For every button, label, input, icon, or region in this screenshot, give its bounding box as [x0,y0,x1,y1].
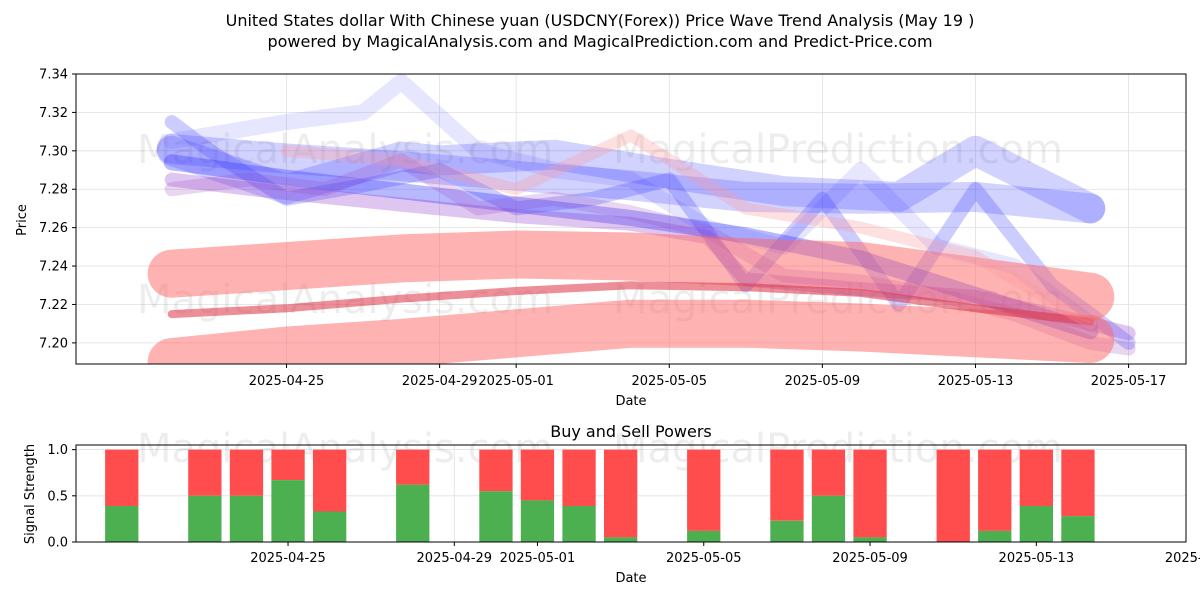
price-y-tick-label: 7.20 [39,336,68,351]
price-y-tick-label: 7.34 [39,68,68,83]
price-y-tick-label: 7.30 [39,144,68,159]
price-x-axis-label: Date [615,394,646,409]
buy-bar [604,537,638,542]
sell-bar [604,449,638,538]
sell-bar [1019,449,1053,506]
sell-bar [687,449,721,531]
chart-title-line2: powered by MagicalAnalysis.com and Magic… [267,32,932,51]
buy-bar [978,530,1012,542]
buy-bar [687,530,721,542]
buy-bar [271,480,305,542]
signal-x-tick-label: 2025-05-05 [666,551,742,566]
sell-bar [188,449,222,496]
series-red-trend [167,281,1095,326]
sell-bar [936,449,970,542]
buy-bar [313,511,347,542]
sell-bar [313,449,347,512]
sell-bar [271,449,305,481]
chart-title-line1: United States dollar With Chinese yuan (… [226,11,975,30]
sell-bar [105,449,139,506]
sell-bar [811,449,846,496]
buy-bar [853,537,887,542]
signal-x-tick-label: 2025-05-01 [500,551,576,566]
buy-bar [396,484,430,542]
signal-y-axis-label: Signal Strength [23,444,38,544]
signal-bars-group [105,449,1095,542]
signal-x-tick-label: 2025-05-17 [1165,551,1200,566]
sell-bar [229,449,264,496]
price-series-group [147,74,1136,364]
signal-x-tick-label: 2025-05-13 [999,551,1075,566]
series-blue-wave-4 [164,115,1136,350]
signal-y-ticks: 0.0 0.5 1.0 [47,443,76,551]
sell-bar [1061,449,1095,517]
price-plot-frame [75,73,1187,365]
price-y-tick-label: 7.32 [39,106,68,121]
price-x-ticks: 2025-04-25 2025-04-29 2025-05-01 2025-05-05… [249,364,1167,389]
buy-bar [479,491,513,542]
watermark-analysis-top: MagicalAnalysis.com [137,127,553,173]
series-red-wave-3 [280,129,1097,330]
price-x-tick-label: 2025-05-09 [785,374,861,389]
series-red-wave-1 [147,230,1115,321]
price-chart: MagicalAnalysis.com MagicalPrediction.co… [15,68,1187,409]
buy-bar [1061,516,1095,542]
price-x-tick-label: 2025-05-13 [938,374,1014,389]
buy-bar [811,495,846,542]
watermark-prediction-top: MagicalPrediction.com [613,127,1063,173]
buy-bar [1019,506,1053,542]
series-blue-wave-5 [163,74,1099,332]
sell-bar [479,449,513,492]
sell-bar [853,449,887,538]
buy-bar [520,500,555,542]
buy-bar [770,520,804,542]
series-blue-wave-1 [156,133,1106,224]
signal-y-tick-label: 0.0 [47,536,68,551]
price-x-tick-label: 2025-04-25 [249,374,325,389]
sell-bar [978,449,1012,531]
signal-x-tick-label: 2025-04-29 [417,551,493,566]
price-y-tick-label: 7.24 [39,260,68,275]
signal-x-axis-label: Date [615,571,646,586]
signal-x-tick-label: 2025-04-25 [250,551,326,566]
series-blue-wave-2 [156,135,1106,224]
sell-bar [562,449,596,506]
signal-y-tick-label: 1.0 [47,443,68,458]
price-y-tick-label: 7.26 [39,221,68,236]
sell-bar [396,449,430,485]
buy-bar [188,495,222,542]
series-red-wave-2 [147,299,1115,364]
signal-y-tick-label: 0.5 [47,489,68,504]
buy-bar [105,506,139,542]
signal-plot-frame [75,444,1187,543]
price-x-tick-label: 2025-05-01 [478,374,554,389]
buy-bar [229,495,264,542]
price-y-tick-label: 7.28 [39,183,68,198]
sell-bar [770,449,804,521]
price-y-tick-label: 7.22 [39,298,68,313]
signal-x-tick-label: 2025-05-09 [832,551,908,566]
price-x-tick-label: 2025-05-05 [631,374,707,389]
price-y-axis-label: Price [15,204,30,236]
price-x-tick-label: 2025-05-17 [1091,374,1167,389]
buy-bar [562,506,596,542]
signal-x-ticks: 2025-04-25 2025-04-29 2025-05-01 2025-05-05… [250,542,1200,566]
price-y-ticks: 7.20 7.22 7.24 7.26 7.28 7.30 7.32 7.34 [39,68,76,351]
signal-chart: Buy and Sell Powers MagicalAnalysis.com … [23,422,1200,586]
price-x-tick-label: 2025-04-29 [402,374,478,389]
signal-chart-title: Buy and Sell Powers [550,422,712,441]
sell-bar [520,449,555,501]
